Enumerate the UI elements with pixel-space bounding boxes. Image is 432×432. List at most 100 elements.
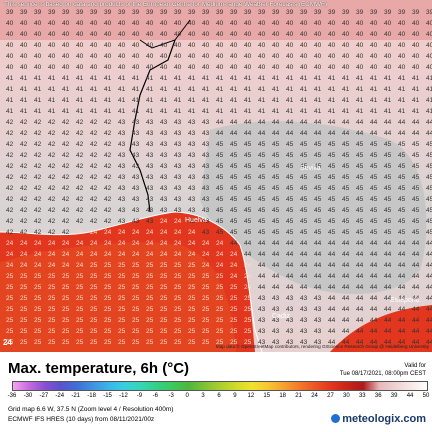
grid-value: 41	[160, 86, 168, 93]
grid-value: 24	[76, 262, 84, 269]
grid-value: 45	[258, 196, 266, 203]
grid-value: 45	[258, 185, 266, 192]
grid-value: 25	[188, 284, 196, 291]
grid-value: 25	[146, 295, 154, 302]
grid-value: 42	[20, 196, 28, 203]
grid-value: 40	[34, 42, 42, 49]
scale-tick: -30	[23, 393, 33, 399]
grid-value: 25	[62, 284, 70, 291]
grid-value: 25	[90, 306, 98, 313]
grid-value: 40	[160, 53, 168, 60]
brand-logo[interactable]: meteologix.com	[331, 413, 426, 425]
grid-value: 44	[384, 339, 392, 346]
grid-value: 25	[174, 284, 182, 291]
grid-value: 44	[370, 317, 378, 324]
grid-value: 40	[272, 20, 280, 27]
grid-value: 41	[90, 86, 98, 93]
grid-value: 45	[216, 174, 224, 181]
grid-value: 42	[76, 119, 84, 126]
grid-value: 44	[426, 240, 432, 247]
grid-value: 45	[216, 218, 224, 225]
grid-value: 44	[258, 273, 266, 280]
grid-value: 40	[314, 42, 322, 49]
grid-value: 41	[398, 86, 406, 93]
grid-value: 42	[104, 119, 112, 126]
grid-value: 40	[258, 20, 266, 27]
grid-value: 45	[300, 229, 308, 236]
grid-value: 41	[216, 86, 224, 93]
grid-value: 43	[146, 207, 154, 214]
map-attribution[interactable]: Map data © OpenStreetMap contributors, r…	[215, 344, 429, 349]
grid-value: 41	[370, 75, 378, 82]
grid-value: 40	[286, 31, 294, 38]
grid-value: 41	[188, 86, 196, 93]
grid-value: 24	[90, 229, 98, 236]
grid-info: Grid map 6.6 W, 37.5 N (Zoom level 4 / R…	[8, 406, 174, 413]
temperature-map[interactable]: 39 39 39 39 39 39 39 39 39 39 39 39 39 39 39 39 39 39 39 39…	[0, 0, 432, 352]
grid-value: 45	[426, 141, 432, 148]
grid-value: 44	[328, 328, 336, 335]
grid-value: 24	[244, 284, 252, 291]
grid-value: 25	[104, 284, 112, 291]
grid-value: 41	[342, 75, 350, 82]
grid-value: 40	[244, 64, 252, 71]
grid-value: 40	[174, 53, 182, 60]
grid-value: 44	[412, 240, 420, 247]
grid-value: 25	[230, 339, 238, 346]
grid-value: 42	[104, 185, 112, 192]
grid-value: 44	[426, 251, 432, 258]
grid-value: 43	[300, 317, 308, 324]
grid-value: 45	[384, 163, 392, 170]
grid-value: 25	[76, 284, 84, 291]
grid-value: 40	[356, 42, 364, 49]
grid-value: 24	[146, 240, 154, 247]
grid-value: 42	[90, 119, 98, 126]
grid-value: 43	[286, 295, 294, 302]
grid-value: 24	[146, 251, 154, 258]
city-label-estepona: Estepona	[390, 297, 420, 304]
grid-value: 25	[48, 295, 56, 302]
grid-value: 41	[62, 75, 70, 82]
grid-value: 42	[34, 185, 42, 192]
grid-value: 39	[398, 9, 406, 16]
grid-value: 40	[230, 20, 238, 27]
grid-value: 25	[216, 317, 224, 324]
grid-value: 43	[272, 306, 280, 313]
grid-value: 45	[412, 218, 420, 225]
grid-value: 41	[272, 97, 280, 104]
grid-value: 25	[160, 339, 168, 346]
grid-value: 40	[20, 31, 28, 38]
grid-value: 41	[356, 75, 364, 82]
grid-value: 44	[356, 339, 364, 346]
grid-value: 44	[258, 130, 266, 137]
grid-value: 45	[314, 163, 322, 170]
scale-tick: 27	[327, 393, 334, 399]
grid-value: 25	[202, 339, 210, 346]
city-label-cadiz: Cadiz	[272, 313, 290, 320]
grid-value: 41	[286, 97, 294, 104]
grid-value: 40	[62, 53, 70, 60]
grid-value: 40	[118, 53, 126, 60]
grid-value: 25	[34, 317, 42, 324]
grid-value: 41	[244, 97, 252, 104]
grid-value: 25	[118, 328, 126, 335]
grid-value: 44	[300, 284, 308, 291]
grid-value: 45	[370, 185, 378, 192]
grid-value: 45	[342, 163, 350, 170]
grid-value: 45	[398, 218, 406, 225]
grid-value: 25	[146, 306, 154, 313]
grid-value: 41	[76, 108, 84, 115]
grid-value: 39	[342, 9, 350, 16]
grid-value: 42	[90, 196, 98, 203]
grid-value: 45	[426, 174, 432, 181]
grid-value: 44	[216, 130, 224, 137]
grid-value: 40	[90, 53, 98, 60]
grid-value: 43	[314, 328, 322, 335]
grid-value: 24	[62, 262, 70, 269]
grid-value: 41	[6, 86, 14, 93]
grid-value: 45	[216, 185, 224, 192]
grid-value: 42	[104, 163, 112, 170]
grid-value: 40	[160, 20, 168, 27]
grid-value: 44	[370, 273, 378, 280]
grid-value: 41	[426, 108, 432, 115]
